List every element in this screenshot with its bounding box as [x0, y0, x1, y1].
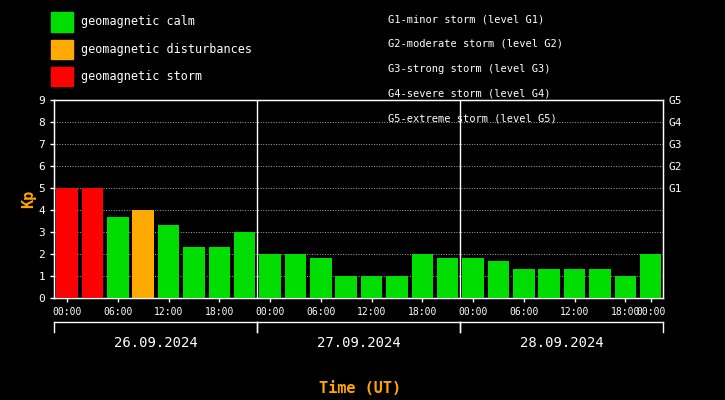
Bar	[463, 258, 484, 298]
Bar	[513, 270, 534, 298]
Bar	[285, 254, 306, 298]
Y-axis label: Kp: Kp	[21, 190, 36, 208]
Bar	[133, 210, 154, 298]
Bar	[107, 217, 128, 298]
Bar	[589, 270, 610, 298]
Text: geomagnetic disturbances: geomagnetic disturbances	[81, 43, 252, 56]
Bar	[209, 247, 230, 298]
Text: G2-moderate storm (level G2): G2-moderate storm (level G2)	[388, 39, 563, 49]
Bar	[158, 226, 179, 298]
Bar	[361, 276, 382, 298]
Bar	[234, 232, 255, 298]
Text: G4-severe storm (level G4): G4-severe storm (level G4)	[388, 88, 550, 98]
Text: G1-minor storm (level G1): G1-minor storm (level G1)	[388, 14, 544, 24]
Bar	[386, 276, 407, 298]
Text: Time (UT): Time (UT)	[319, 381, 402, 396]
Text: 28.09.2024: 28.09.2024	[520, 336, 604, 350]
Bar	[488, 261, 509, 298]
Text: G3-strong storm (level G3): G3-strong storm (level G3)	[388, 64, 550, 74]
Bar	[640, 254, 661, 298]
Bar	[57, 188, 78, 298]
Bar	[310, 258, 331, 298]
Bar	[615, 276, 636, 298]
Text: geomagnetic storm: geomagnetic storm	[81, 70, 202, 83]
Bar	[82, 188, 103, 298]
Bar	[183, 247, 204, 298]
Text: G5-extreme storm (level G5): G5-extreme storm (level G5)	[388, 113, 557, 123]
Bar	[539, 270, 560, 298]
Bar	[564, 270, 585, 298]
Text: geomagnetic calm: geomagnetic calm	[81, 16, 195, 28]
Bar	[437, 258, 458, 298]
Bar	[260, 254, 281, 298]
Bar	[336, 276, 357, 298]
Text: 26.09.2024: 26.09.2024	[114, 336, 198, 350]
Bar	[412, 254, 433, 298]
Text: 27.09.2024: 27.09.2024	[317, 336, 401, 350]
